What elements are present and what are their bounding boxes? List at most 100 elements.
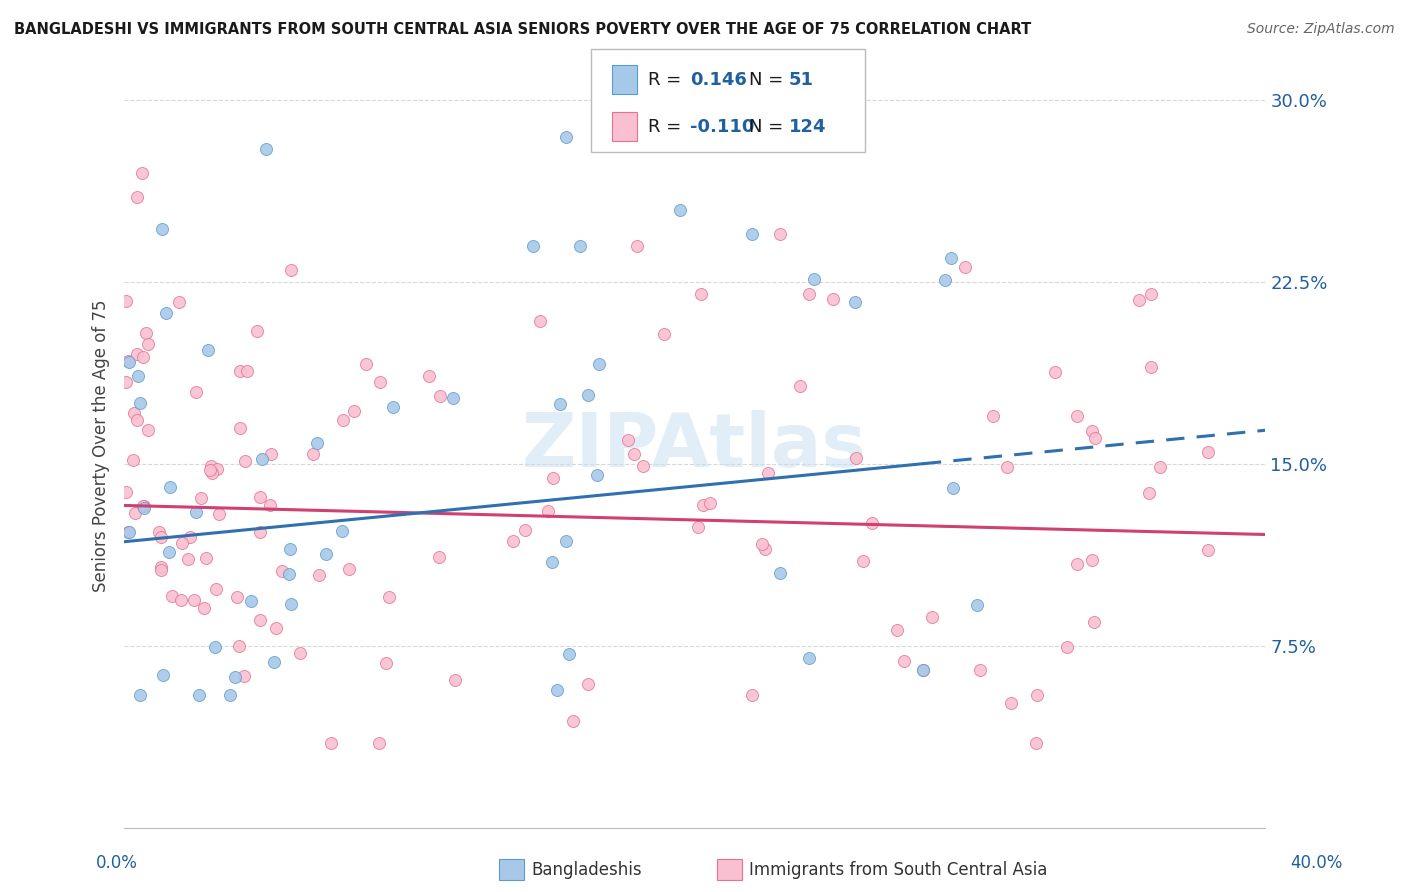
- Point: [136, 423, 159, 437]
- Point: [382, 400, 405, 414]
- Point: [157, 545, 180, 559]
- Point: [115, 484, 138, 499]
- Point: [228, 640, 250, 654]
- Point: [122, 406, 145, 420]
- Point: [569, 239, 592, 253]
- Point: [969, 663, 991, 677]
- Point: [541, 471, 564, 485]
- Point: [219, 688, 242, 702]
- Point: [150, 563, 173, 577]
- Point: [198, 463, 221, 477]
- Point: [134, 326, 156, 340]
- Point: [1137, 486, 1160, 500]
- Point: [239, 594, 262, 608]
- Point: [249, 524, 271, 539]
- Point: [121, 452, 143, 467]
- Point: [769, 227, 792, 241]
- Point: [132, 501, 155, 516]
- Point: [208, 507, 231, 521]
- Point: [429, 389, 451, 403]
- Point: [529, 314, 551, 328]
- Point: [616, 434, 638, 448]
- Point: [204, 640, 226, 654]
- Point: [444, 673, 467, 687]
- Point: [1083, 615, 1105, 629]
- Point: [132, 499, 155, 513]
- Point: [271, 564, 294, 578]
- Point: [115, 376, 138, 390]
- Text: BANGLADESHI VS IMMIGRANTS FROM SOUTH CENTRAL ASIA SENIORS POVERTY OVER THE AGE O: BANGLADESHI VS IMMIGRANTS FROM SOUTH CEN…: [14, 22, 1032, 37]
- Text: 124: 124: [789, 118, 827, 136]
- Point: [118, 354, 141, 368]
- Text: 0.0%: 0.0%: [96, 855, 138, 872]
- Point: [190, 491, 212, 505]
- Point: [522, 239, 544, 253]
- Point: [194, 551, 217, 566]
- Text: N =: N =: [749, 118, 789, 136]
- Point: [263, 655, 285, 669]
- Point: [150, 221, 173, 235]
- Point: [626, 239, 648, 253]
- Point: [1197, 543, 1219, 558]
- Point: [669, 202, 692, 217]
- Point: [1000, 696, 1022, 710]
- Point: [541, 555, 564, 569]
- Point: [852, 554, 875, 568]
- Point: [537, 504, 560, 518]
- Point: [305, 436, 328, 450]
- Point: [321, 736, 343, 750]
- Point: [236, 364, 259, 378]
- Point: [308, 568, 330, 582]
- Point: [225, 591, 247, 605]
- Point: [205, 582, 228, 597]
- Point: [280, 597, 302, 611]
- Point: [183, 593, 205, 607]
- Point: [337, 562, 360, 576]
- Point: [249, 613, 271, 627]
- Point: [953, 260, 976, 274]
- Point: [789, 378, 811, 392]
- Text: Immigrants from South Central Asia: Immigrants from South Central Asia: [749, 861, 1047, 879]
- Point: [418, 368, 440, 383]
- Point: [131, 166, 153, 180]
- Point: [132, 350, 155, 364]
- Point: [741, 688, 763, 702]
- Point: [546, 682, 568, 697]
- Point: [576, 388, 599, 402]
- Point: [169, 294, 191, 309]
- Point: [127, 190, 149, 204]
- Text: R =: R =: [648, 70, 688, 88]
- Point: [136, 336, 159, 351]
- Point: [124, 506, 146, 520]
- Point: [845, 451, 868, 466]
- Point: [184, 384, 207, 399]
- Point: [585, 468, 607, 483]
- Text: R =: R =: [648, 118, 688, 136]
- Point: [150, 530, 173, 544]
- Point: [127, 347, 149, 361]
- Point: [1066, 409, 1088, 424]
- Point: [159, 480, 181, 494]
- Point: [942, 481, 965, 495]
- Point: [188, 688, 211, 702]
- Point: [692, 498, 714, 512]
- Point: [280, 542, 302, 557]
- Point: [576, 677, 599, 691]
- Point: [886, 623, 908, 637]
- Point: [1084, 431, 1107, 445]
- Point: [911, 663, 934, 677]
- Point: [264, 621, 287, 635]
- Point: [860, 516, 883, 531]
- Point: [823, 293, 845, 307]
- Text: 40.0%: 40.0%: [1291, 855, 1343, 872]
- Point: [797, 651, 820, 665]
- Point: [1128, 293, 1150, 308]
- Point: [1045, 365, 1067, 379]
- Point: [623, 447, 645, 461]
- Point: [129, 688, 152, 702]
- Point: [118, 524, 141, 539]
- Text: 0.146: 0.146: [690, 70, 747, 88]
- Point: [844, 294, 866, 309]
- Point: [115, 293, 138, 308]
- Point: [934, 273, 956, 287]
